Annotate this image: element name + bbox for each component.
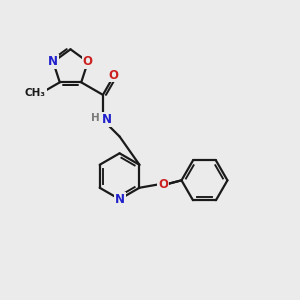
Text: N: N <box>48 56 58 68</box>
Text: O: O <box>158 178 168 191</box>
Text: H: H <box>91 113 100 123</box>
Text: O: O <box>83 56 93 68</box>
Text: O: O <box>109 68 118 82</box>
Text: N: N <box>102 113 112 126</box>
Text: N: N <box>115 193 124 206</box>
Text: CH₃: CH₃ <box>25 88 46 98</box>
